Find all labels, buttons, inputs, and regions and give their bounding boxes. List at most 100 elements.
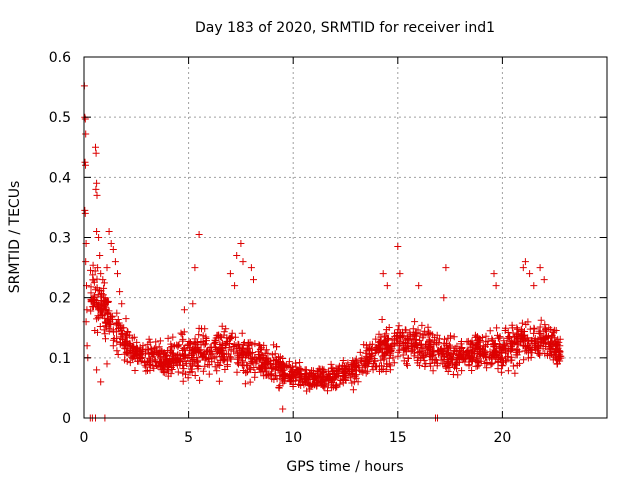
data-point xyxy=(483,364,491,372)
data-point xyxy=(239,367,247,374)
data-point xyxy=(145,335,153,343)
data-point xyxy=(188,361,196,369)
data-point xyxy=(195,324,203,332)
data-point xyxy=(233,252,241,259)
data-point xyxy=(182,350,189,358)
data-point xyxy=(521,258,529,266)
data-point xyxy=(179,347,186,354)
data-point xyxy=(92,149,100,157)
data-point xyxy=(540,338,548,346)
data-point xyxy=(440,349,448,357)
data-point xyxy=(126,346,134,354)
data-point xyxy=(362,349,370,357)
data-point xyxy=(218,349,226,357)
axis-ticks: 0 5 10 15 20 0 0.1 0.2 0.3 0.4 0.5 0.6 xyxy=(49,50,607,446)
data-point xyxy=(348,379,356,387)
data-point xyxy=(480,352,488,360)
data-point xyxy=(540,276,548,284)
data-point xyxy=(137,354,144,362)
data-point xyxy=(368,340,376,348)
data-point xyxy=(541,321,549,329)
data-point xyxy=(207,350,215,358)
data-point xyxy=(497,342,505,350)
data-point xyxy=(458,367,466,375)
data-point xyxy=(377,337,384,345)
data-point xyxy=(174,368,182,376)
x-axis-label: GPS time / hours xyxy=(286,459,403,475)
data-point xyxy=(354,378,362,386)
data-point xyxy=(318,365,326,373)
data-point xyxy=(419,352,427,360)
data-point xyxy=(386,366,394,374)
data-point xyxy=(285,358,293,366)
data-point xyxy=(396,270,404,278)
data-point xyxy=(136,343,144,351)
data-point xyxy=(303,387,311,395)
data-point xyxy=(259,351,267,359)
data-point xyxy=(292,359,300,367)
y-tick-label: 0 xyxy=(62,411,71,427)
data-point xyxy=(218,322,226,330)
data-point xyxy=(152,357,160,365)
data-point xyxy=(456,358,463,366)
data-point xyxy=(236,351,244,359)
data-point xyxy=(472,362,480,370)
data-point xyxy=(331,382,339,389)
data-point xyxy=(196,376,204,384)
data-point xyxy=(410,331,418,339)
data-point xyxy=(496,333,504,341)
data-point xyxy=(169,333,177,341)
data-point xyxy=(129,355,137,363)
data-point xyxy=(465,351,473,359)
data-point xyxy=(231,282,239,290)
data-point xyxy=(95,234,103,241)
data-point xyxy=(180,306,188,314)
data-point xyxy=(384,334,392,342)
data-point xyxy=(397,334,405,341)
data-point xyxy=(288,368,296,375)
data-point xyxy=(458,338,465,345)
data-point xyxy=(226,353,234,361)
data-point xyxy=(366,350,374,358)
data-point xyxy=(513,346,521,353)
data-point xyxy=(94,328,101,336)
data-point xyxy=(237,240,245,247)
data-point xyxy=(445,344,452,352)
data-point xyxy=(361,363,369,371)
data-point xyxy=(193,338,201,346)
data-point xyxy=(437,356,445,364)
data-point xyxy=(179,361,187,369)
data-point xyxy=(100,326,108,334)
data-point xyxy=(189,350,197,358)
data-point xyxy=(352,363,360,371)
data-point xyxy=(390,336,398,344)
data-point xyxy=(186,357,194,365)
data-point xyxy=(273,343,281,351)
data-point xyxy=(329,365,337,373)
data-point xyxy=(184,374,192,382)
y-tick-label: 0.4 xyxy=(49,170,71,186)
data-point xyxy=(105,228,113,235)
data-point xyxy=(128,343,136,351)
data-point xyxy=(329,383,337,391)
data-point xyxy=(221,341,229,349)
data-point xyxy=(146,359,154,367)
data-point xyxy=(120,324,128,332)
data-point xyxy=(382,330,390,338)
data-point xyxy=(152,338,160,346)
data-point xyxy=(102,319,110,327)
data-point xyxy=(179,337,187,345)
data-point xyxy=(264,349,272,357)
data-point xyxy=(536,351,543,359)
data-point xyxy=(426,344,434,352)
y-tick-label: 0.3 xyxy=(49,231,71,247)
data-point xyxy=(436,335,444,343)
data-point xyxy=(118,331,126,339)
data-point xyxy=(239,358,247,366)
data-point xyxy=(92,286,99,294)
data-point xyxy=(518,319,526,327)
data-point xyxy=(272,371,280,379)
data-point xyxy=(413,356,421,364)
data-point xyxy=(235,360,242,368)
